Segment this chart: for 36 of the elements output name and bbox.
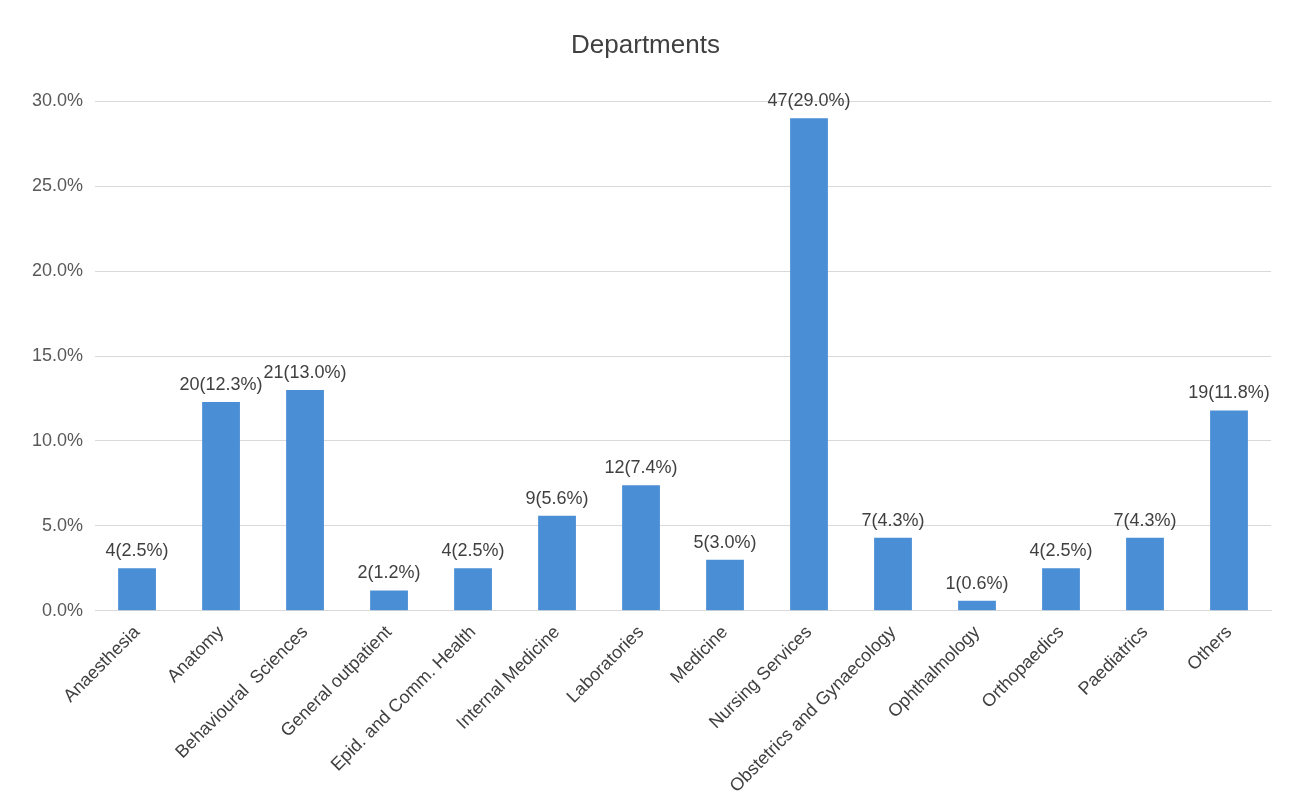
data-label: 12(7.4%) [604, 457, 678, 478]
data-label: 47(29.0%) [767, 90, 851, 111]
data-label: 4(2.5%) [1029, 540, 1093, 561]
y-tick-label: 20.0% [31, 260, 84, 281]
y-tick-label: 5.0% [42, 514, 84, 535]
bar [202, 401, 240, 611]
y-tick-label: 15.0% [31, 344, 84, 365]
data-label: 20(12.3%) [179, 373, 263, 394]
bar [622, 485, 660, 611]
data-label: 7(4.3%) [1113, 509, 1177, 530]
bar [370, 590, 408, 611]
chart-title: Departments [571, 28, 720, 59]
bar [958, 600, 996, 611]
bar [1210, 410, 1248, 611]
bar [454, 568, 492, 611]
data-label: 1(0.6%) [945, 572, 1009, 593]
data-label: 4(2.5%) [441, 540, 505, 561]
data-label: 19(11.8%) [1188, 382, 1270, 403]
bar [118, 568, 156, 611]
bar [1126, 537, 1164, 611]
y-tick-label: 25.0% [31, 175, 84, 196]
bar [790, 118, 828, 611]
data-label: 5(3.0%) [693, 531, 757, 552]
data-label: 2(1.2%) [357, 562, 421, 583]
y-tick-label: 10.0% [31, 429, 84, 450]
data-label: 7(4.3%) [861, 509, 925, 530]
data-label: 9(5.6%) [525, 487, 589, 508]
y-tick-label: 30.0% [31, 90, 84, 111]
bar [286, 390, 324, 611]
data-label: 4(2.5%) [105, 540, 169, 561]
data-label: 21(13.0%) [263, 361, 347, 382]
bar [1042, 568, 1080, 611]
bar [538, 515, 576, 611]
bar [706, 559, 744, 611]
y-tick-label: 0.0% [42, 599, 84, 620]
bar [874, 537, 912, 611]
